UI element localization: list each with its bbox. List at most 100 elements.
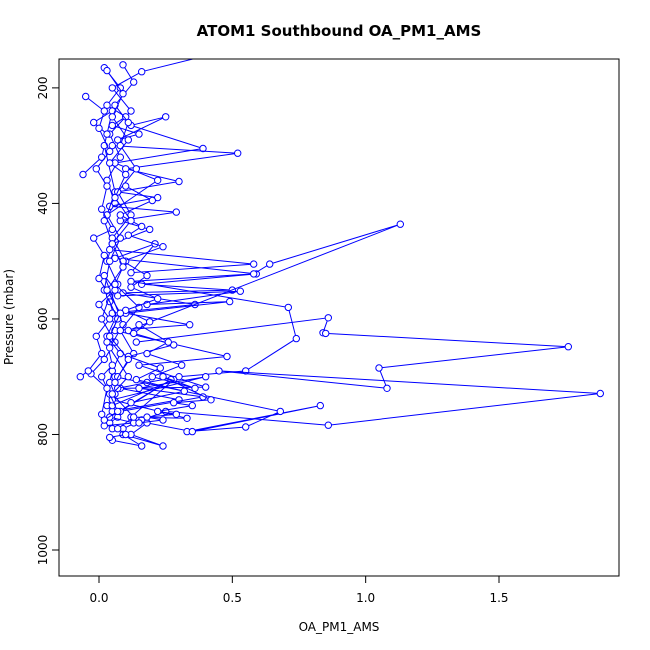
data-point xyxy=(596,389,604,398)
data-point xyxy=(154,407,162,416)
data-point xyxy=(276,407,284,416)
data-point xyxy=(223,352,231,361)
data-point xyxy=(135,130,143,138)
x-tick-label: 1.0 xyxy=(356,591,375,605)
data-point xyxy=(138,280,146,288)
data-point xyxy=(159,243,167,251)
data-point xyxy=(100,107,109,115)
data-point xyxy=(148,373,157,381)
data-point xyxy=(164,338,173,346)
data-point xyxy=(103,384,111,392)
series-line-6 xyxy=(122,317,601,430)
data-point xyxy=(127,399,135,407)
data-point xyxy=(119,61,127,69)
data-point xyxy=(207,396,215,404)
data-point xyxy=(143,349,151,358)
data-point xyxy=(324,314,332,322)
x-tick-label: 0.0 xyxy=(89,591,108,605)
data-point xyxy=(132,165,141,173)
data-point xyxy=(103,130,111,138)
data-point xyxy=(95,300,103,309)
data-point xyxy=(226,297,234,306)
data-point xyxy=(159,442,167,450)
data-point xyxy=(188,401,197,410)
data-point xyxy=(76,373,85,381)
data-point xyxy=(98,205,106,213)
data-point xyxy=(292,334,300,343)
data-point xyxy=(138,68,146,76)
data-point xyxy=(172,208,181,216)
data-point xyxy=(124,373,133,381)
data-point xyxy=(122,430,130,439)
data-point xyxy=(124,136,133,144)
data-point xyxy=(103,286,111,294)
y-axis: 200 400 600 800 1000 xyxy=(36,76,59,565)
series-line-15 xyxy=(138,324,213,424)
data-point xyxy=(116,84,125,92)
data-point xyxy=(375,364,383,372)
y-tick-label: 400 xyxy=(36,192,50,215)
data-point xyxy=(111,193,119,202)
data-point xyxy=(111,378,119,387)
data-point xyxy=(202,373,210,381)
chart-title: ATOM1 Southbound OA_PM1_AMS xyxy=(197,22,482,40)
data-point xyxy=(127,217,135,225)
data-point xyxy=(215,367,223,375)
data-point xyxy=(175,177,183,186)
data-point xyxy=(135,384,143,392)
data-point xyxy=(79,170,87,179)
data-point xyxy=(108,113,117,121)
data-point xyxy=(127,107,135,115)
data-point xyxy=(116,309,125,317)
data-point xyxy=(154,176,162,185)
data-point xyxy=(162,113,170,121)
data-point xyxy=(130,78,138,86)
data-point xyxy=(116,326,125,335)
data-point xyxy=(106,332,114,340)
data-point xyxy=(98,410,106,418)
y-tick-label: 600 xyxy=(36,307,50,330)
x-tick-label: 1.5 xyxy=(489,591,508,605)
data-point xyxy=(119,263,127,271)
data-point xyxy=(180,387,189,395)
data-point xyxy=(103,182,111,190)
data-point xyxy=(92,332,101,340)
data-point xyxy=(90,118,98,127)
data-point xyxy=(124,231,133,239)
data-point xyxy=(138,442,146,450)
data-point xyxy=(111,280,119,288)
data-point xyxy=(116,234,125,242)
data-point xyxy=(186,321,194,329)
y-tick-label: 1000 xyxy=(36,535,50,566)
data-point xyxy=(108,225,117,234)
data-point xyxy=(170,399,178,407)
data-point xyxy=(383,384,391,392)
data-point xyxy=(106,344,114,352)
data-point xyxy=(159,416,167,424)
data-point xyxy=(98,349,106,358)
data-point xyxy=(135,361,143,369)
data-point xyxy=(322,329,330,338)
data-point xyxy=(188,427,197,436)
data-point xyxy=(324,421,332,429)
y-axis-label: Pressure (mbar) xyxy=(2,269,16,365)
data-point xyxy=(159,373,167,381)
data-point xyxy=(138,222,146,231)
data-point xyxy=(108,240,117,248)
data-point xyxy=(108,361,117,369)
data-point xyxy=(178,361,186,369)
data-point xyxy=(202,383,210,391)
data-point xyxy=(103,66,111,75)
data-point xyxy=(106,315,114,323)
data-point xyxy=(191,384,199,392)
data-point xyxy=(122,170,130,179)
data-point xyxy=(127,283,135,291)
data-point xyxy=(396,220,404,228)
data-point xyxy=(148,196,157,205)
data-point xyxy=(124,355,133,364)
data-point xyxy=(146,225,154,234)
data-point xyxy=(116,153,125,161)
series-layer xyxy=(76,59,604,450)
data-point xyxy=(106,257,114,265)
